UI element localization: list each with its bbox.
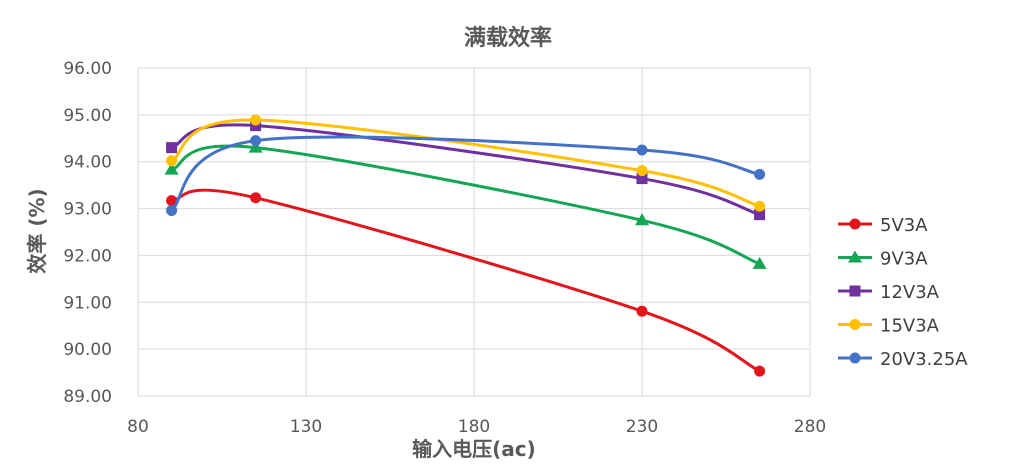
x-tick-label: 130 xyxy=(290,417,322,437)
legend-item: 5V3A xyxy=(838,215,928,236)
series-line xyxy=(170,118,761,208)
y-tick-label: 96.00 xyxy=(63,59,112,79)
y-tick-label: 95.00 xyxy=(63,106,112,126)
x-tick-label: 80 xyxy=(127,417,149,437)
chart-title: 满载效率 xyxy=(464,25,552,51)
x-tick-label: 180 xyxy=(458,417,490,437)
data-point xyxy=(250,135,262,147)
y-tick-label: 91.00 xyxy=(63,293,112,313)
data-point xyxy=(250,192,262,204)
legend-marker xyxy=(849,285,861,297)
data-point xyxy=(636,165,648,177)
data-point xyxy=(166,155,178,167)
y-axis-label: 效率 (%) xyxy=(25,188,49,273)
data-point xyxy=(754,168,766,180)
data-point xyxy=(164,162,179,175)
series-line xyxy=(171,144,761,266)
legend: 5V3A 9V3A 12V3A 15V3A 20V3.25A xyxy=(838,215,968,370)
data-point xyxy=(635,213,649,226)
x-tick-label: 280 xyxy=(794,417,826,437)
legend-item: 9V3A xyxy=(838,249,928,270)
y-tick-label: 93.00 xyxy=(63,200,112,220)
legend-item: 20V3.25A xyxy=(838,349,968,370)
x-tick-label: 230 xyxy=(626,417,658,437)
data-point xyxy=(250,120,262,132)
legend-marker xyxy=(849,319,861,330)
legend-item: 12V3A xyxy=(838,282,940,303)
legend-item: 15V3A xyxy=(838,316,940,337)
legend-label: 12V3A xyxy=(880,282,940,303)
data-point xyxy=(166,204,178,216)
data-point xyxy=(636,144,648,156)
legend-label: 9V3A xyxy=(880,249,928,270)
data-point xyxy=(752,256,767,269)
legend-marker xyxy=(849,218,861,230)
data-point xyxy=(248,140,263,153)
data-point xyxy=(636,173,648,185)
x-axis-ticks: 80 130 180 230 280 xyxy=(127,417,826,437)
legend-label: 15V3A xyxy=(880,316,940,337)
series-9V3A xyxy=(164,140,767,269)
data-point xyxy=(250,114,262,126)
series-line xyxy=(171,188,761,373)
y-tick-label: 89.00 xyxy=(63,387,112,407)
legend-label: 5V3A xyxy=(880,215,928,236)
legend-label: 20V3.25A xyxy=(880,349,968,370)
data-point xyxy=(754,200,766,212)
y-axis-ticks: 89.00 90.00 91.00 92.00 93.00 94.00 95.00 96.00 xyxy=(63,59,112,407)
data-point xyxy=(166,142,178,154)
gridlines xyxy=(137,67,811,397)
data-point xyxy=(754,365,766,377)
data-point xyxy=(754,209,766,221)
series-group xyxy=(164,114,767,377)
series-20V3.25A xyxy=(166,135,766,216)
y-tick-label: 92.00 xyxy=(63,246,112,266)
y-tick-label: 90.00 xyxy=(63,340,112,360)
data-point xyxy=(636,305,648,317)
series-5V3A xyxy=(166,188,766,377)
x-axis-label: 输入电压(ac) xyxy=(412,437,536,461)
series-12V3A xyxy=(166,120,766,221)
series-line xyxy=(170,135,760,212)
legend-marker xyxy=(849,352,861,364)
y-tick-label: 94.00 xyxy=(63,153,112,173)
data-point xyxy=(166,195,178,207)
legend-marker xyxy=(848,250,862,263)
